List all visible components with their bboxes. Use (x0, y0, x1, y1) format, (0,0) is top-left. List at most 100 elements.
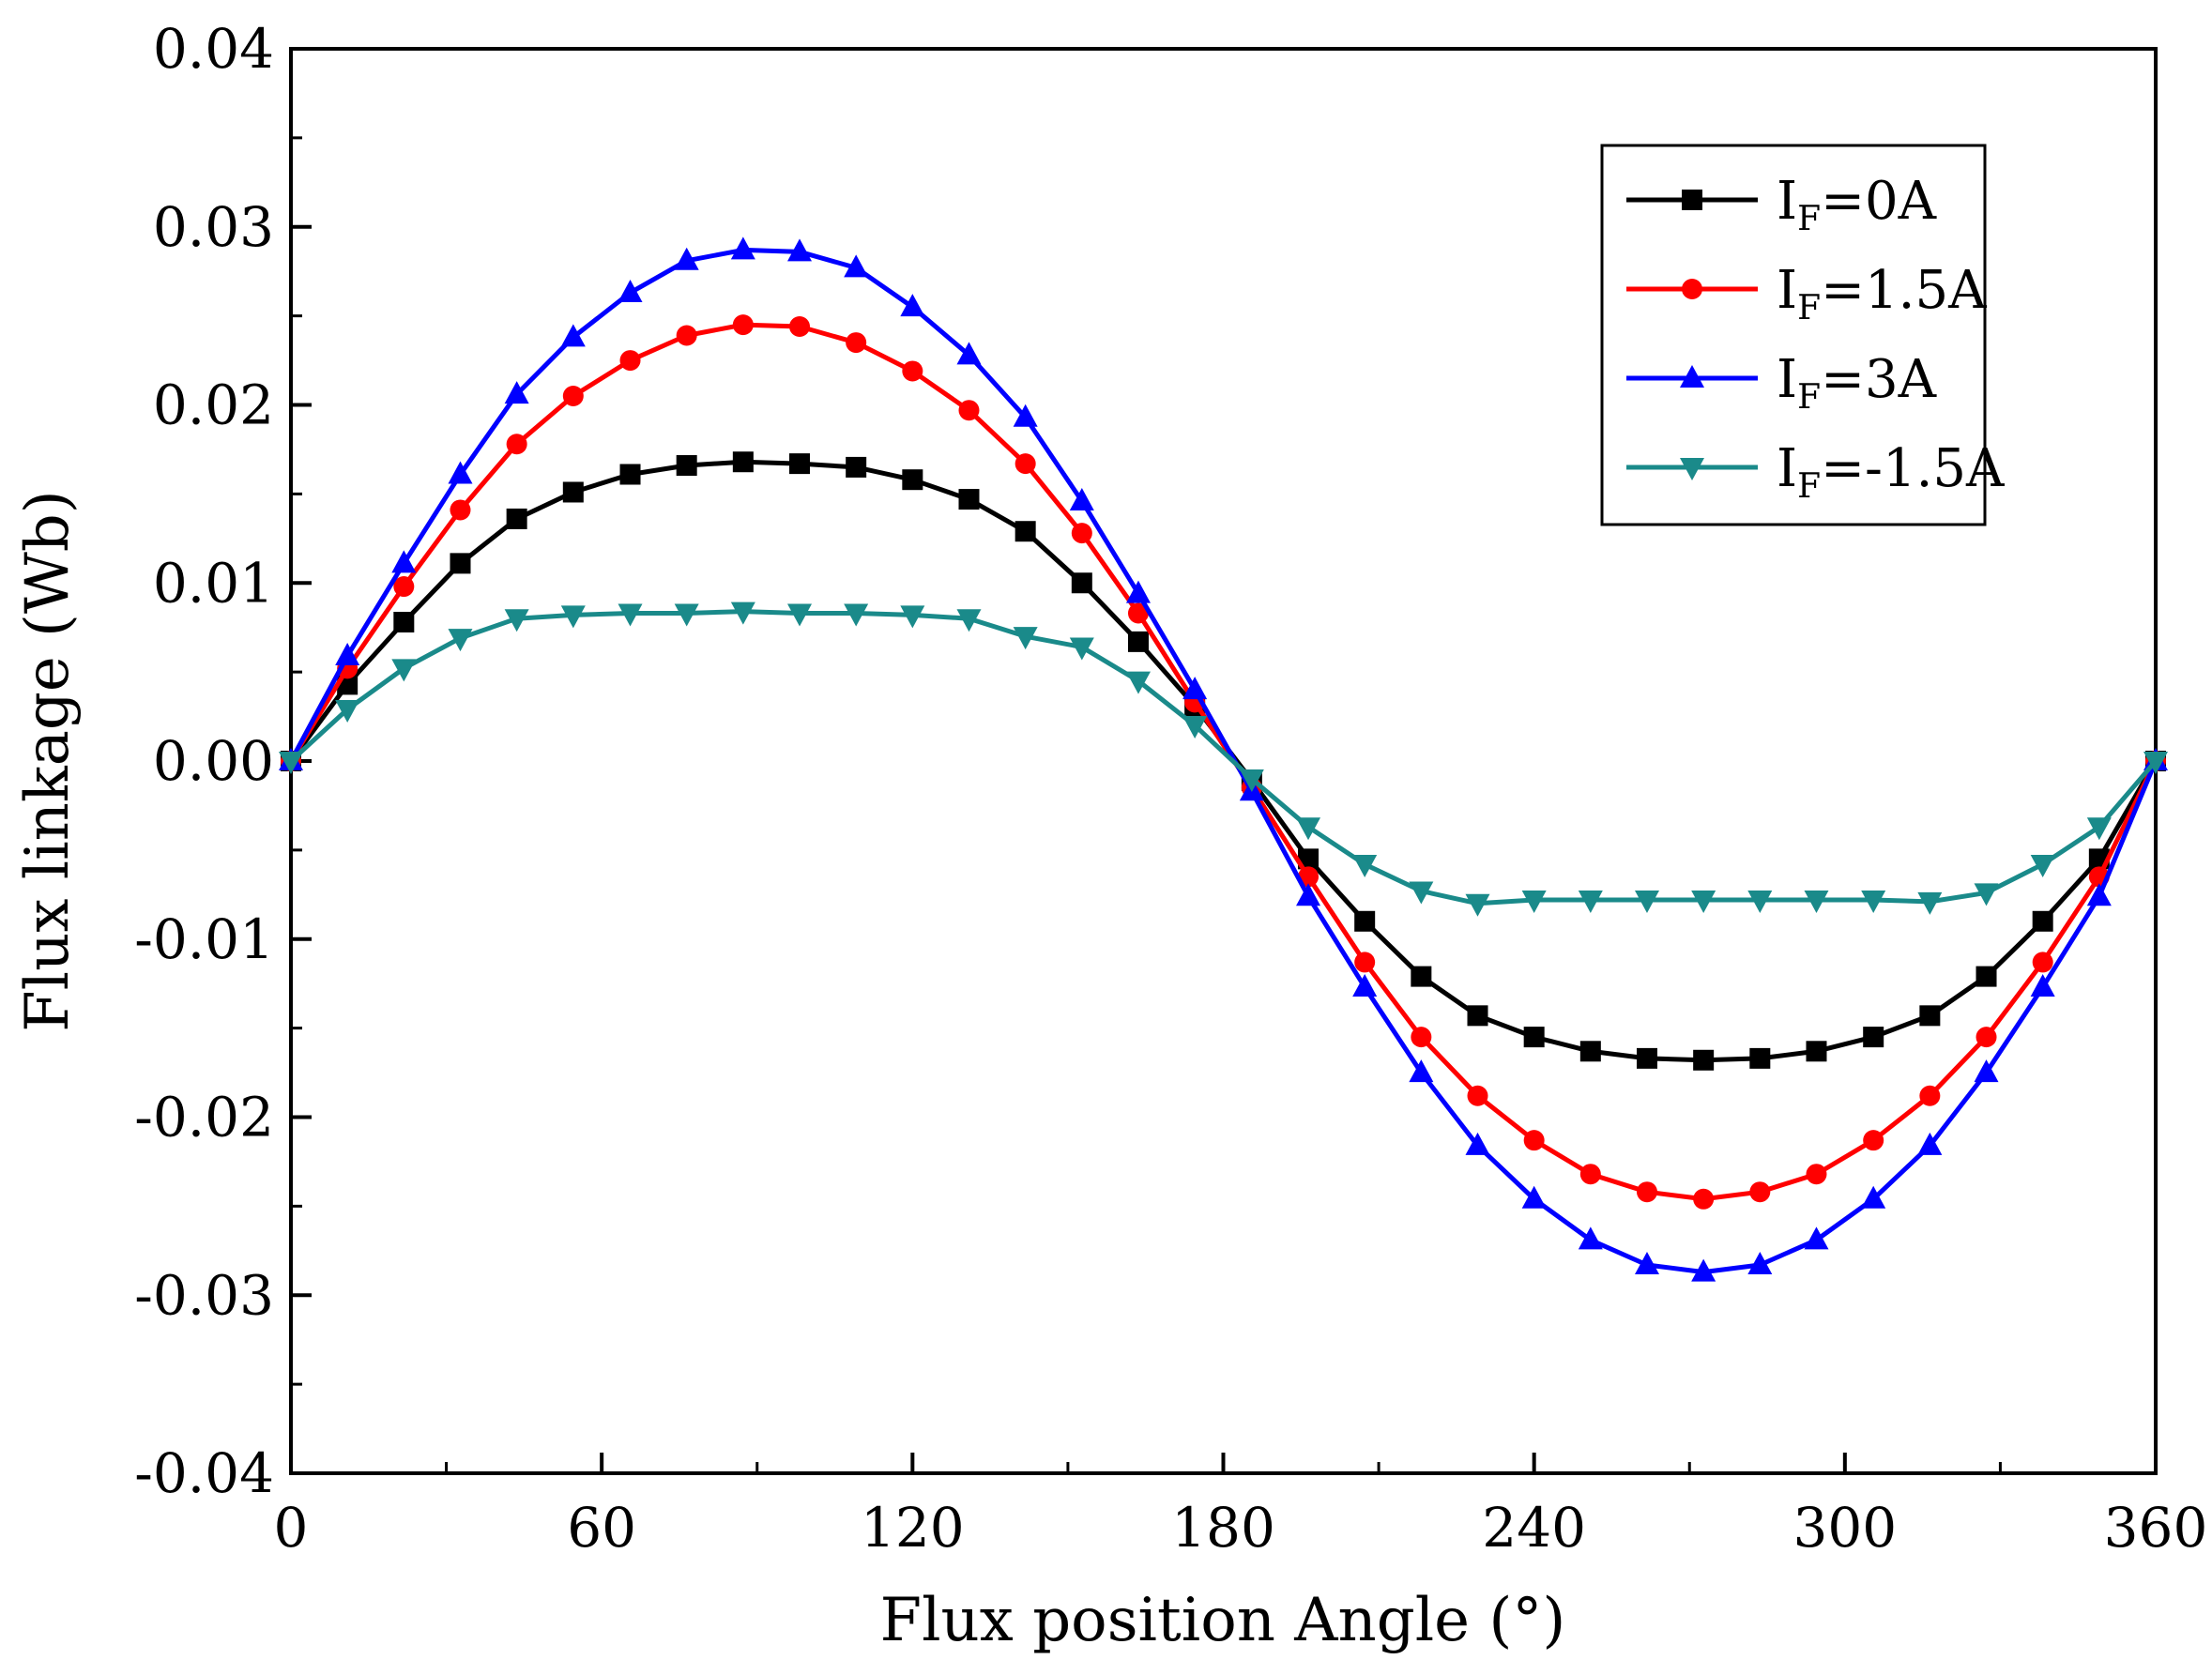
data-point (1523, 1130, 1545, 1151)
data-point (1634, 1251, 1659, 1274)
data-point (1127, 602, 1149, 624)
data-point (674, 603, 699, 627)
data-point (2086, 883, 2112, 906)
data-point (1523, 1027, 1545, 1048)
data-point (902, 469, 923, 491)
data-point (1354, 952, 1376, 973)
legend: IF=0A IF=1.5A IF=3A IF=-1.5A (1600, 144, 2005, 526)
data-point (1182, 677, 1208, 700)
data-point (730, 601, 755, 625)
data-point (1806, 1041, 1827, 1062)
legend-item: IF=3A (1626, 349, 1937, 417)
data-point (1804, 891, 1829, 914)
y-tick-label: 0.04 (153, 17, 274, 81)
legend-item: IF=1.5A (1626, 260, 1987, 327)
data-point (1693, 1188, 1715, 1210)
data-point (393, 611, 415, 632)
data-point (1071, 572, 1092, 594)
data-point (844, 254, 869, 278)
data-point (674, 247, 699, 270)
data-point (958, 400, 980, 421)
data-point (1296, 817, 1321, 841)
data-point (1974, 883, 1999, 906)
data-point (1013, 627, 1038, 650)
legend-marker (1680, 365, 1704, 388)
data-point (1239, 769, 1264, 792)
data-point (1125, 671, 1151, 694)
series-line (288, 459, 2159, 1063)
series-line (289, 609, 2158, 906)
data-point (1747, 1251, 1773, 1274)
data-point (787, 238, 813, 262)
data-point (560, 324, 586, 347)
data-point (1578, 891, 1603, 914)
x-tick-label: 240 (1482, 1496, 1586, 1560)
data-point (2030, 973, 2055, 997)
legend-label: IF=-1.5A (1777, 438, 2005, 506)
data-point (2032, 952, 2053, 973)
data-point (2030, 855, 2055, 878)
y-tick-label: 0.01 (153, 551, 274, 615)
data-point (1749, 1181, 1771, 1203)
series-layer (279, 236, 2168, 1282)
data-point (618, 279, 643, 302)
legend-box (1600, 144, 1987, 526)
data-point (448, 461, 473, 484)
data-point (1465, 893, 1490, 917)
data-point (1917, 891, 1943, 915)
y-tick-label: 0.00 (153, 729, 274, 793)
data-point (1298, 848, 1320, 870)
data-point (1636, 1181, 1657, 1203)
data-point (1069, 487, 1094, 510)
data-point (393, 576, 415, 598)
data-point (846, 456, 867, 478)
data-point (730, 236, 755, 260)
y-tick-label: -0.04 (134, 1441, 274, 1505)
x-tick-labels: 0 60 120 180 240 300 360 (274, 1496, 2208, 1560)
data-point (1579, 1164, 1601, 1185)
data-point (1804, 1226, 1829, 1250)
data-point (619, 464, 641, 485)
y-tick-label: 0.03 (153, 195, 274, 259)
data-point (1071, 523, 1092, 544)
data-point (1354, 910, 1376, 932)
data-point (846, 332, 867, 354)
data-point (732, 451, 754, 473)
data-point (1465, 1132, 1490, 1155)
data-point (1806, 1164, 1827, 1185)
data-point (391, 550, 417, 573)
data-point (1863, 1130, 1884, 1151)
data-point (1636, 1047, 1657, 1069)
legend-marker (1680, 458, 1704, 480)
data-point (1521, 1185, 1547, 1209)
data-point (504, 609, 529, 632)
data-point (732, 314, 754, 336)
data-point (1352, 855, 1378, 878)
data-point (900, 294, 925, 317)
data-point (1411, 966, 1432, 987)
legend-label: IF=1.5A (1777, 260, 1987, 327)
data-point (1467, 1085, 1488, 1106)
data-point (448, 629, 473, 652)
data-point (1125, 580, 1151, 603)
data-point (1579, 1041, 1601, 1062)
data-point (1919, 1085, 1941, 1106)
x-axis-label: Flux position Angle (°) (880, 1586, 1566, 1655)
data-point (1352, 973, 1378, 997)
x-tick-label: 0 (274, 1496, 309, 1560)
data-point (279, 752, 303, 774)
data-point (676, 455, 697, 477)
data-point (504, 381, 529, 404)
x-tick-label: 60 (567, 1496, 636, 1560)
data-point (1747, 891, 1773, 914)
data-point (506, 434, 527, 455)
data-point (1634, 891, 1659, 914)
data-point (1014, 521, 1036, 542)
data-point (1013, 404, 1038, 427)
x-tick-label: 300 (1792, 1496, 1897, 1560)
data-point (1919, 1005, 1941, 1027)
legend-label: IF=0A (1777, 171, 1937, 238)
data-point (2143, 752, 2168, 774)
data-point (1467, 1005, 1488, 1027)
